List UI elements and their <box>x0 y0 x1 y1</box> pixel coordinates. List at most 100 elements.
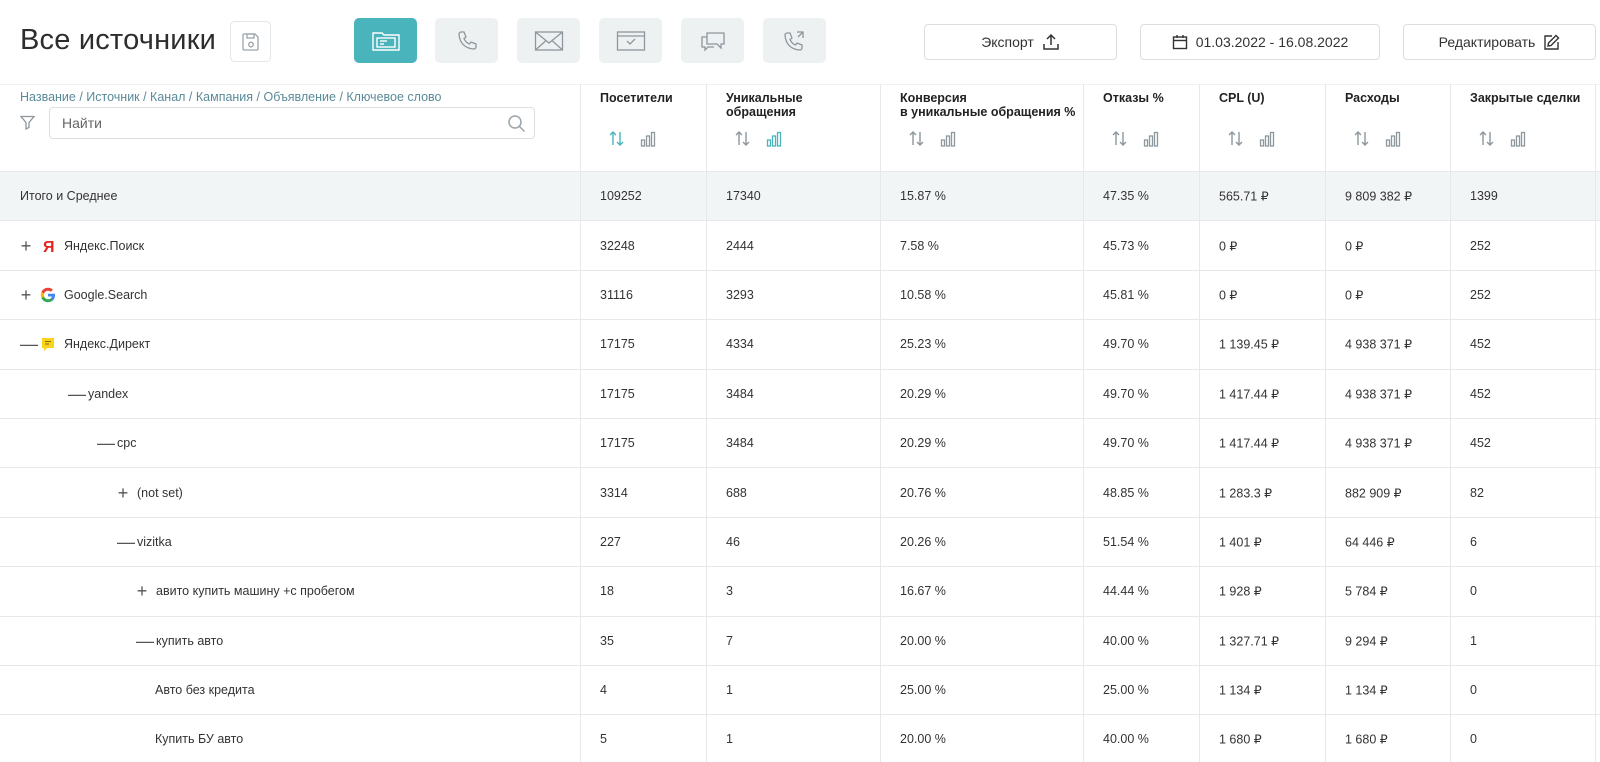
table-row[interactable]: — купить авто 35 7 20.00 % 40.00 % 1 327.71 ₽ 9… <box>0 617 1600 666</box>
table-cell: 452 <box>1470 337 1491 352</box>
sort-arrows-icon[interactable] <box>1478 130 1496 148</box>
bar-chart-icon[interactable] <box>1143 131 1159 147</box>
column-header[interactable]: Отказы % <box>1103 91 1164 105</box>
sort-arrows-icon[interactable] <box>908 130 926 148</box>
table-cell: 44.44 % <box>1103 584 1149 599</box>
row-name: Яндекс.Поиск <box>64 238 145 253</box>
table-cell: 3314 <box>600 485 628 500</box>
column-header[interactable]: Расходы <box>1345 91 1400 105</box>
search-icon[interactable] <box>507 114 526 133</box>
column-header[interactable]: Уникальные обращения <box>726 91 803 119</box>
sort-arrows-icon[interactable] <box>734 130 752 148</box>
source-type-email-button[interactable] <box>517 18 580 63</box>
column-header[interactable]: CPL (U) <box>1219 91 1265 105</box>
edit-button[interactable]: Редактировать <box>1403 24 1596 60</box>
edit-button-label: Редактировать <box>1438 34 1536 50</box>
row-name: Яндекс.Директ <box>64 337 151 352</box>
source-type-calls-button[interactable] <box>435 18 498 63</box>
column-divider <box>580 84 581 762</box>
sort-arrows-icon[interactable] <box>1353 130 1371 148</box>
table-cell: 3293 <box>726 287 754 302</box>
table-row[interactable]: Авто без кредита 4 1 25.00 % 25.00 % 1 134 ₽ 1… <box>0 666 1600 716</box>
column-divider <box>1325 84 1326 762</box>
column-header[interactable]: Закрытые сделки <box>1470 91 1581 105</box>
table-cell: 452 <box>1470 386 1491 401</box>
bar-chart-icon[interactable] <box>940 131 956 147</box>
row-name: Итого и Среднее <box>20 189 118 204</box>
table-row[interactable]: Купить БУ авто 5 1 20.00 % 40.00 % 1 680 ₽ 1 6… <box>0 715 1600 762</box>
sources-table: Название / Источник / Канал / Кампания /… <box>0 84 1600 762</box>
table-row[interactable]: — Яндекс.Директ 17175 4334 25.23 % 49.70 % 1 … <box>0 320 1600 370</box>
collapse-icon[interactable]: — <box>97 433 115 454</box>
bar-chart-icon[interactable] <box>1385 131 1401 147</box>
row-name-cell: + Google.Search <box>20 284 148 305</box>
table-cell: 9 294 ₽ <box>1345 634 1388 649</box>
table-cell: 1 417.44 ₽ <box>1219 387 1280 402</box>
table-cell: 1 134 ₽ <box>1345 683 1388 698</box>
collapse-icon[interactable]: — <box>136 630 154 651</box>
table-cell: 1 401 ₽ <box>1219 535 1262 550</box>
table-cell: 35 <box>600 633 614 648</box>
source-type-all-button[interactable] <box>354 18 417 63</box>
table-cell: 20.00 % <box>900 732 946 747</box>
collapse-icon[interactable]: — <box>117 531 135 552</box>
bar-chart-icon[interactable] <box>766 131 782 147</box>
table-cell: 6 <box>1470 534 1477 549</box>
search-input[interactable] <box>50 108 480 138</box>
table-cell: 1 139.45 ₽ <box>1219 337 1280 352</box>
table-cell: 0 <box>1470 732 1477 747</box>
sort-arrows-icon[interactable] <box>1111 130 1129 148</box>
column-header[interactable]: Посетители <box>600 91 673 105</box>
table-cell: 1 <box>726 732 733 747</box>
table-row[interactable]: — yandex 17175 3484 20.29 % 49.70 % 1 417.44 ₽… <box>0 370 1600 419</box>
export-button[interactable]: Экспорт <box>924 24 1117 60</box>
column-header[interactable]: Конверсия в уникальные обращения % <box>900 91 1076 119</box>
table-cell: 1 680 ₽ <box>1345 732 1388 747</box>
table-row[interactable]: — vizitka 227 46 20.26 % 51.54 % 1 401 ₽ 64 446… <box>0 518 1600 568</box>
filter-icon[interactable] <box>20 115 35 130</box>
collapse-icon[interactable]: — <box>68 383 86 404</box>
table-row[interactable]: + Google.Search 31116 3293 10.58 % 45.81 % 0 … <box>0 271 1600 321</box>
source-type-forms-button[interactable] <box>599 18 662 63</box>
table-cell: 9 809 382 ₽ <box>1345 189 1413 204</box>
bar-chart-icon[interactable] <box>640 131 656 147</box>
table-row[interactable]: + авито купить машину +с пробегом 18 3 16.67… <box>0 567 1600 617</box>
page-title: Все источники <box>20 24 216 56</box>
table-cell: 882 909 ₽ <box>1345 486 1402 501</box>
table-cell: 20.29 % <box>900 386 946 401</box>
row-name: авито купить машину +с пробегом <box>156 584 355 599</box>
collapse-icon[interactable]: — <box>20 334 38 355</box>
table-cell: 0 ₽ <box>1345 288 1364 303</box>
table-row[interactable]: — cpc 17175 3484 20.29 % 49.70 % 1 417.44 ₽ 4 9… <box>0 419 1600 469</box>
expand-icon[interactable]: + <box>20 235 32 256</box>
table-cell: 25.00 % <box>900 683 946 698</box>
search-field[interactable] <box>49 107 535 139</box>
chat-bubbles-icon <box>700 31 725 52</box>
source-type-chats-button[interactable] <box>681 18 744 63</box>
table-cell: 565.71 ₽ <box>1219 189 1269 204</box>
sort-arrows-icon[interactable] <box>608 130 626 148</box>
table-cell: 109252 <box>600 189 642 204</box>
bar-chart-icon[interactable] <box>1259 131 1275 147</box>
column-controls <box>1111 130 1159 148</box>
source-type-callback-button[interactable] <box>763 18 826 63</box>
table-cell: 46 <box>726 534 740 549</box>
bar-chart-icon[interactable] <box>1510 131 1526 147</box>
floppy-disk-icon <box>241 32 259 51</box>
save-report-button[interactable] <box>230 21 271 62</box>
row-name-cell: + авито купить машину +с пробегом <box>136 581 355 602</box>
column-controls <box>1478 130 1526 148</box>
expand-icon[interactable]: + <box>117 482 129 503</box>
column-controls <box>734 130 782 148</box>
svg-text:Я: Я <box>43 239 54 254</box>
table-row[interactable]: + (not set) 3314 688 20.76 % 48.85 % 1 283.3 ₽… <box>0 468 1600 518</box>
expand-icon[interactable]: + <box>136 581 148 602</box>
table-cell: 452 <box>1470 436 1491 451</box>
date-range-picker[interactable]: 01.03.2022 - 16.08.2022 <box>1140 24 1380 60</box>
expand-icon[interactable]: + <box>20 284 32 305</box>
sort-arrows-icon[interactable] <box>1227 130 1245 148</box>
table-cell: 17175 <box>600 337 635 352</box>
table-cell: 4 <box>600 683 607 698</box>
row-name: Купить БУ авто <box>155 732 244 747</box>
table-row[interactable]: + Я Яндекс.Поиск 32248 2444 7.58 % 45.73 % 0 ₽ 0… <box>0 221 1600 271</box>
